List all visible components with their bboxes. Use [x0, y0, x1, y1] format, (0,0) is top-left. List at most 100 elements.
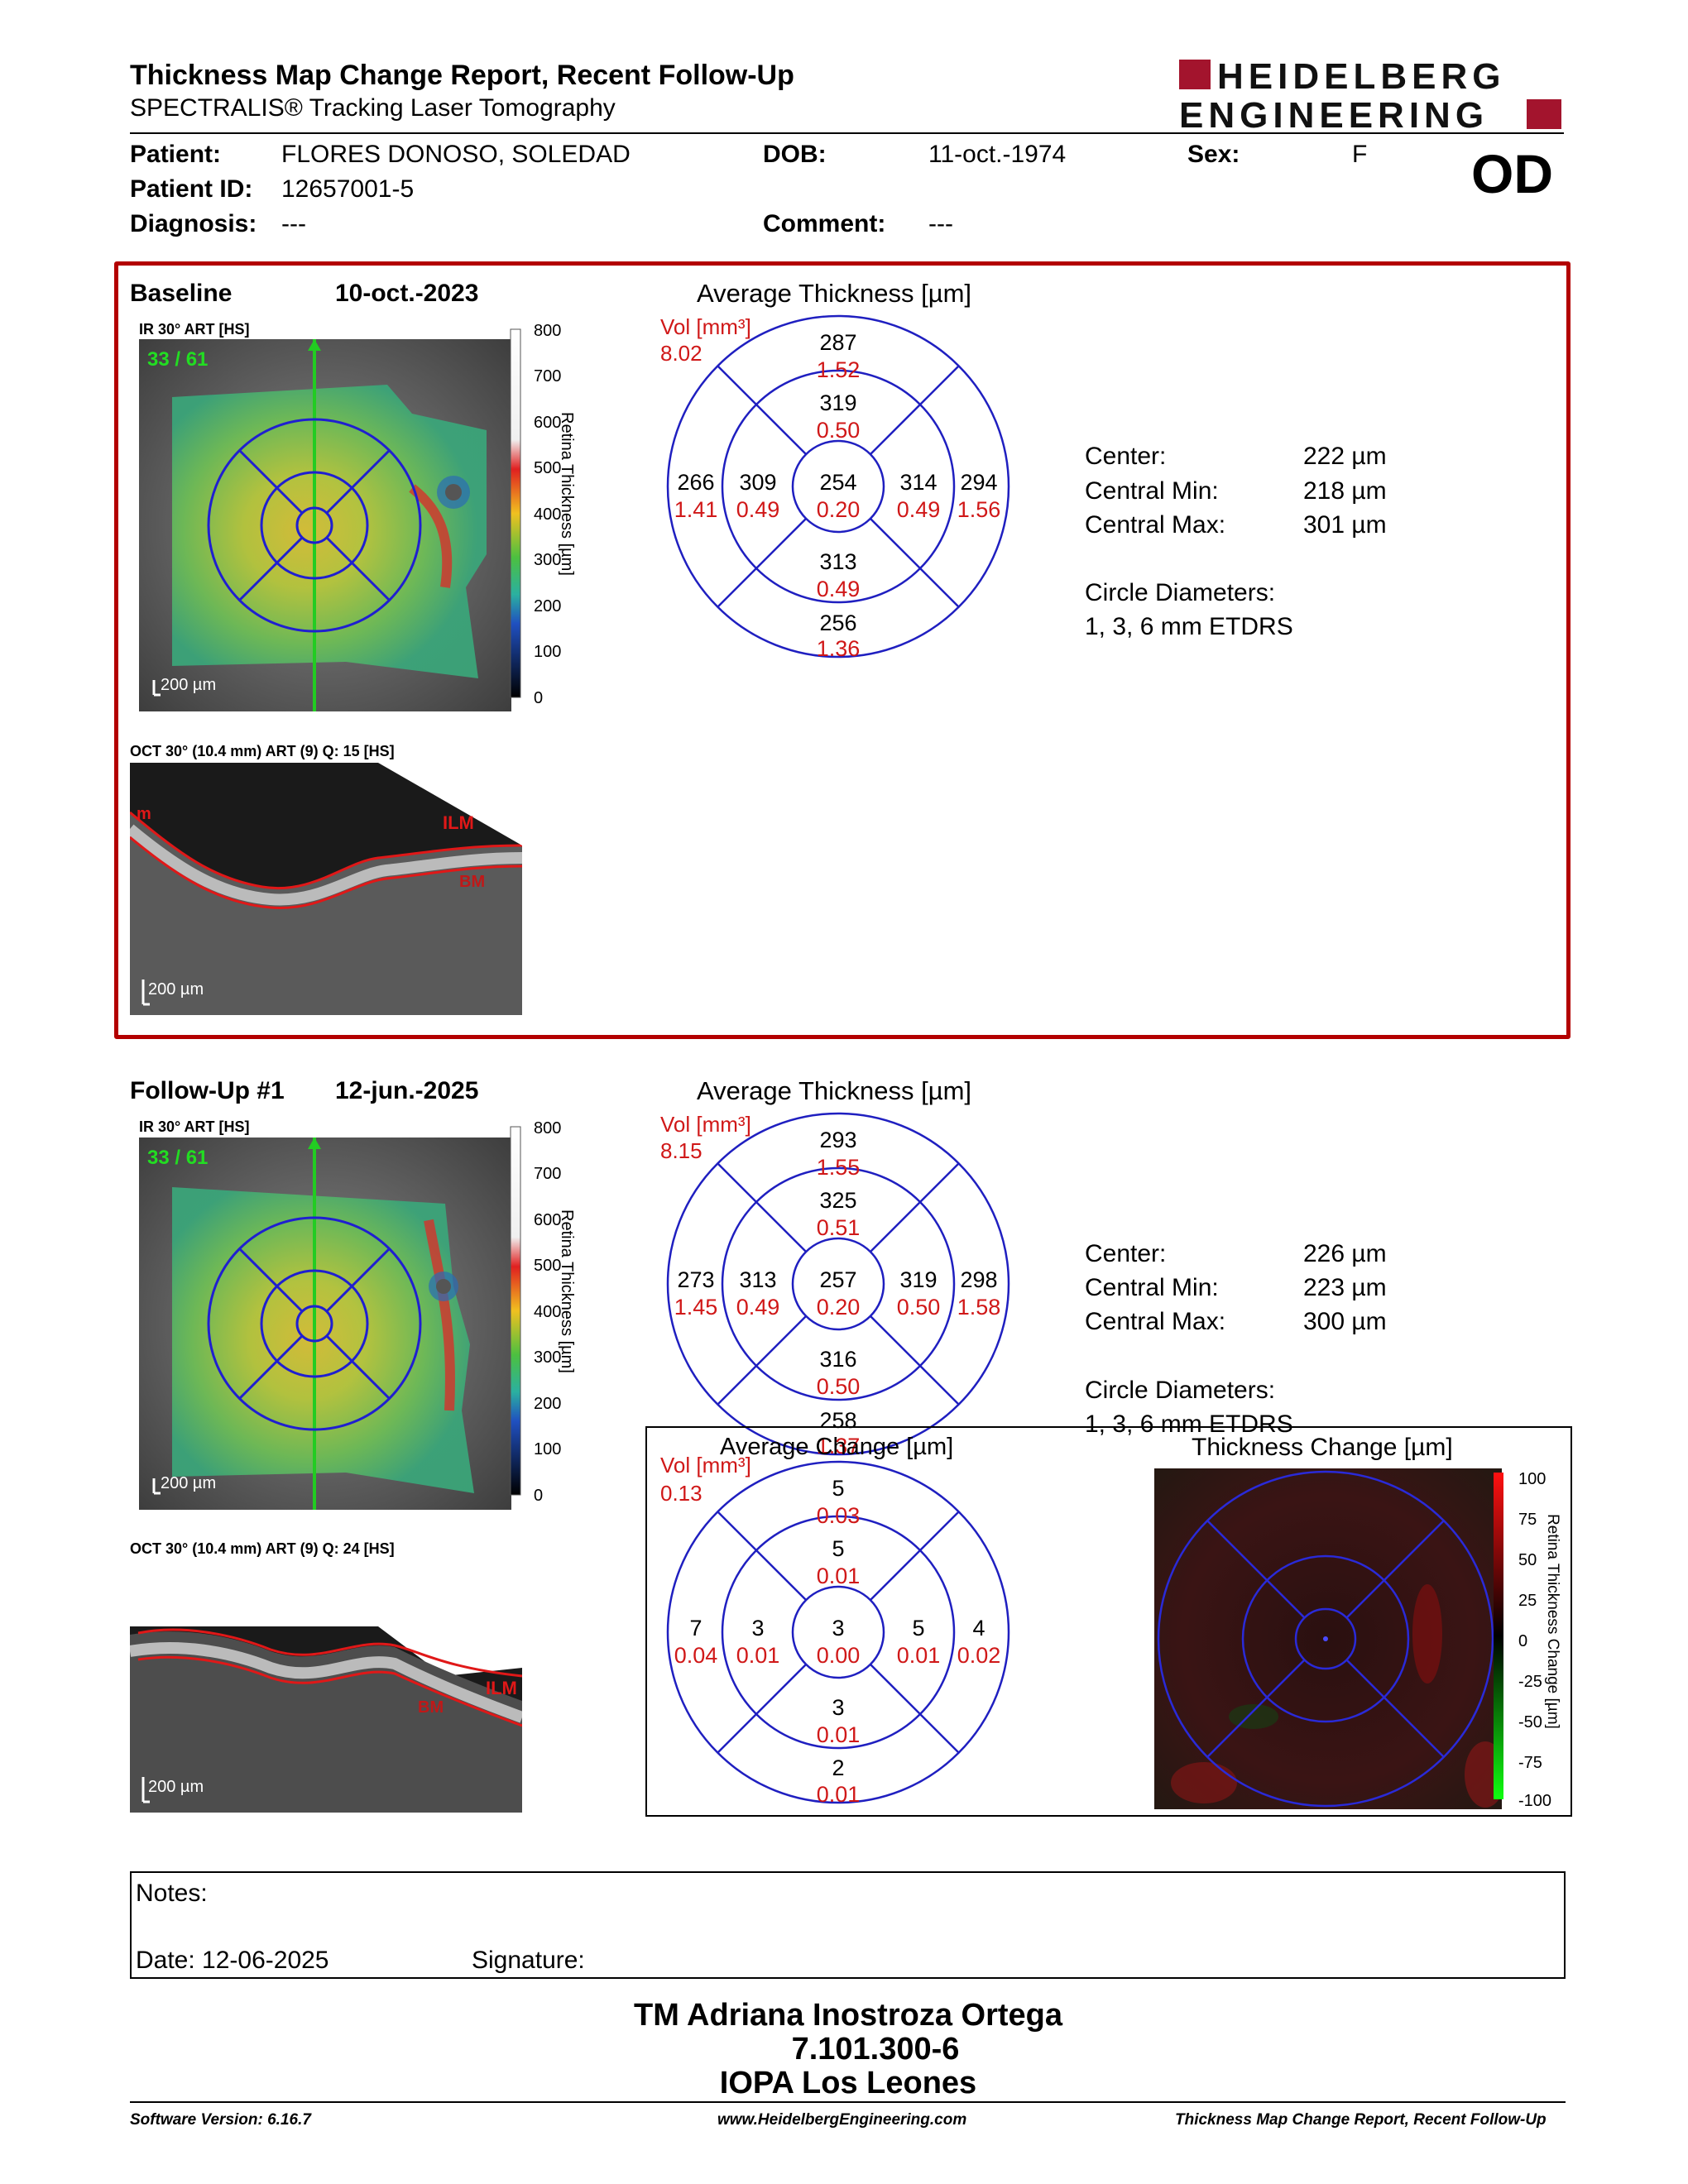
baseline-label: Baseline: [130, 280, 233, 307]
svg-text:0.00: 0.00: [817, 1643, 861, 1668]
followup-cmax-label: Central Max:: [1085, 1308, 1226, 1335]
svg-text:50: 50: [1518, 1551, 1537, 1569]
baseline-ir-label: IR 30° ART [HS]: [139, 321, 250, 338]
eye-indicator: OD: [1471, 143, 1553, 204]
svg-text:266: 266: [677, 470, 714, 495]
baseline-circle-label: Circle Diameters:: [1085, 579, 1276, 606]
baseline-colorbar: 800 700 600 500 400 300 200 100 0 Retina…: [510, 322, 576, 707]
followup-avg-title: Average Thickness [µm]: [697, 1076, 972, 1105]
svg-text:5: 5: [912, 1616, 924, 1640]
svg-text:1.41: 1.41: [674, 497, 718, 522]
followup-center-value: 226 µm: [1303, 1240, 1387, 1267]
notes-label: Notes:: [136, 1880, 208, 1907]
svg-text:700: 700: [534, 1165, 561, 1183]
svg-text:-25: -25: [1518, 1673, 1542, 1691]
footer-report-name: Thickness Map Change Report, Recent Foll…: [1175, 2111, 1547, 2129]
svg-text:1.52: 1.52: [817, 357, 861, 382]
svg-text:313: 313: [739, 1267, 776, 1292]
svg-text:100: 100: [534, 1440, 561, 1458]
svg-text:1.55: 1.55: [817, 1155, 861, 1180]
svg-text:313: 313: [819, 549, 856, 574]
svg-text:800: 800: [534, 1119, 561, 1138]
svg-text:200: 200: [534, 1395, 561, 1413]
followup-oct-label: OCT 30° (10.4 mm) ART (9) Q: 24 [HS]: [130, 1540, 395, 1557]
diagnosis-label: Diagnosis:: [130, 210, 257, 237]
svg-text:257: 257: [819, 1267, 856, 1292]
signatory-name: TM Adriana Inostroza Ortega: [634, 1998, 1062, 2033]
comment-label: Comment:: [763, 210, 886, 237]
svg-text:0.02: 0.02: [957, 1643, 1001, 1668]
notes-date: Date: 12-06-2025: [136, 1947, 329, 1974]
svg-text:3: 3: [832, 1616, 844, 1640]
baseline-oct-label: OCT 30° (10.4 mm) ART (9) Q: 15 [HS]: [130, 743, 395, 759]
svg-text:300: 300: [534, 1348, 561, 1367]
software-version: Software Version: 6.16.7: [130, 2111, 311, 2129]
website-link[interactable]: www.HeidelbergEngineering.com: [717, 2111, 967, 2129]
signatory-id: 7.101.300-6: [791, 2032, 960, 2067]
notes-box[interactable]: [130, 1871, 1566, 1979]
baseline-cmax-value: 301 µm: [1303, 511, 1387, 539]
svg-text:1.36: 1.36: [817, 636, 861, 661]
change-vol-value: 0.13: [660, 1481, 703, 1506]
svg-text:0.04: 0.04: [674, 1643, 718, 1668]
svg-text:Retina Thickness [µm]: Retina Thickness [µm]: [558, 412, 576, 576]
baseline-cmin-label: Central Min:: [1085, 477, 1219, 505]
patient-id-label: Patient ID:: [130, 175, 253, 203]
svg-text:309: 309: [739, 470, 776, 495]
svg-text:1.45: 1.45: [674, 1295, 718, 1320]
patient-name: FLORES DONOSO, SOLEDAD: [281, 141, 631, 168]
svg-text:-75: -75: [1518, 1754, 1542, 1772]
svg-text:25: 25: [1518, 1592, 1537, 1610]
svg-text:5: 5: [832, 1476, 844, 1501]
followup-frames: 33 / 61: [147, 1147, 208, 1169]
baseline-date: 10-oct.-2023: [335, 280, 479, 307]
change-etdrs-grid: Vol [mm³] 0.13 5 0.03 5 0.01 3 0.00 3 0.…: [660, 1456, 1010, 1807]
svg-text:314: 314: [899, 470, 937, 495]
svg-text:ILM: ILM: [443, 812, 474, 833]
baseline-center-value: 222 µm: [1303, 443, 1387, 470]
svg-text:0.20: 0.20: [817, 1295, 861, 1320]
svg-text:0.01: 0.01: [817, 1722, 861, 1747]
svg-text:800: 800: [534, 322, 561, 340]
sex-label: Sex:: [1187, 141, 1240, 168]
diagnosis-value: ---: [281, 210, 306, 237]
baseline-avg-title: Average Thickness [µm]: [697, 279, 972, 308]
svg-text:500: 500: [534, 459, 561, 477]
svg-text:Retina Thickness Change [µm]: Retina Thickness Change [µm]: [1544, 1514, 1560, 1729]
svg-text:0.51: 0.51: [817, 1215, 861, 1240]
svg-text:3: 3: [832, 1695, 844, 1720]
dob-value: 11-oct.-1974: [928, 141, 1067, 168]
svg-text:300: 300: [534, 551, 561, 569]
followup-etdrs-grid: Vol [mm³] 8.15 293 1.55 325 0.51 257 0.2…: [660, 1112, 1010, 1458]
followup-vol-value: 8.15: [660, 1138, 703, 1163]
svg-text:4: 4: [972, 1616, 985, 1640]
svg-text:0.01: 0.01: [817, 1782, 861, 1807]
followup-date: 12-jun.-2025: [335, 1077, 479, 1104]
signature-label: Signature:: [472, 1947, 585, 1974]
svg-text:0.49: 0.49: [897, 497, 941, 522]
change-avg-title: Average Change [µm]: [720, 1434, 954, 1460]
baseline-vol-value: 8.02: [660, 341, 703, 366]
svg-text:HEIDELBERG: HEIDELBERG: [1217, 58, 1505, 97]
svg-text:0.01: 0.01: [897, 1643, 941, 1668]
svg-text:700: 700: [534, 367, 561, 386]
svg-text:Retina Thickness [µm]: Retina Thickness [µm]: [558, 1209, 576, 1373]
change-map-title: Thickness Change [µm]: [1192, 1434, 1453, 1461]
svg-text:BM: BM: [418, 1698, 444, 1717]
followup-thickness-map: 33 / 61 200 µm: [139, 1138, 511, 1510]
followup-ir-label: IR 30° ART [HS]: [139, 1118, 250, 1135]
svg-text:0.01: 0.01: [736, 1643, 780, 1668]
svg-text:500: 500: [534, 1257, 561, 1275]
svg-text:0: 0: [1518, 1632, 1527, 1650]
svg-text:600: 600: [534, 1211, 561, 1229]
followup-scale: 200 µm: [161, 1474, 216, 1492]
baseline-etdrs-grid: Vol [mm³] 8.02 287 1.52 319 0.50 254 0.2…: [660, 314, 1010, 661]
svg-text:0.49: 0.49: [817, 577, 861, 601]
change-colorbar: 100 75 50 25 0 -25 -50 -75 -100 Retina T…: [1494, 1470, 1560, 1810]
svg-text:0.49: 0.49: [736, 497, 780, 522]
svg-text:ILM: ILM: [486, 1678, 517, 1698]
svg-text:3: 3: [751, 1616, 764, 1640]
svg-text:0.20: 0.20: [817, 497, 861, 522]
svg-text:287: 287: [819, 330, 856, 355]
baseline-frame: [114, 261, 1571, 1039]
